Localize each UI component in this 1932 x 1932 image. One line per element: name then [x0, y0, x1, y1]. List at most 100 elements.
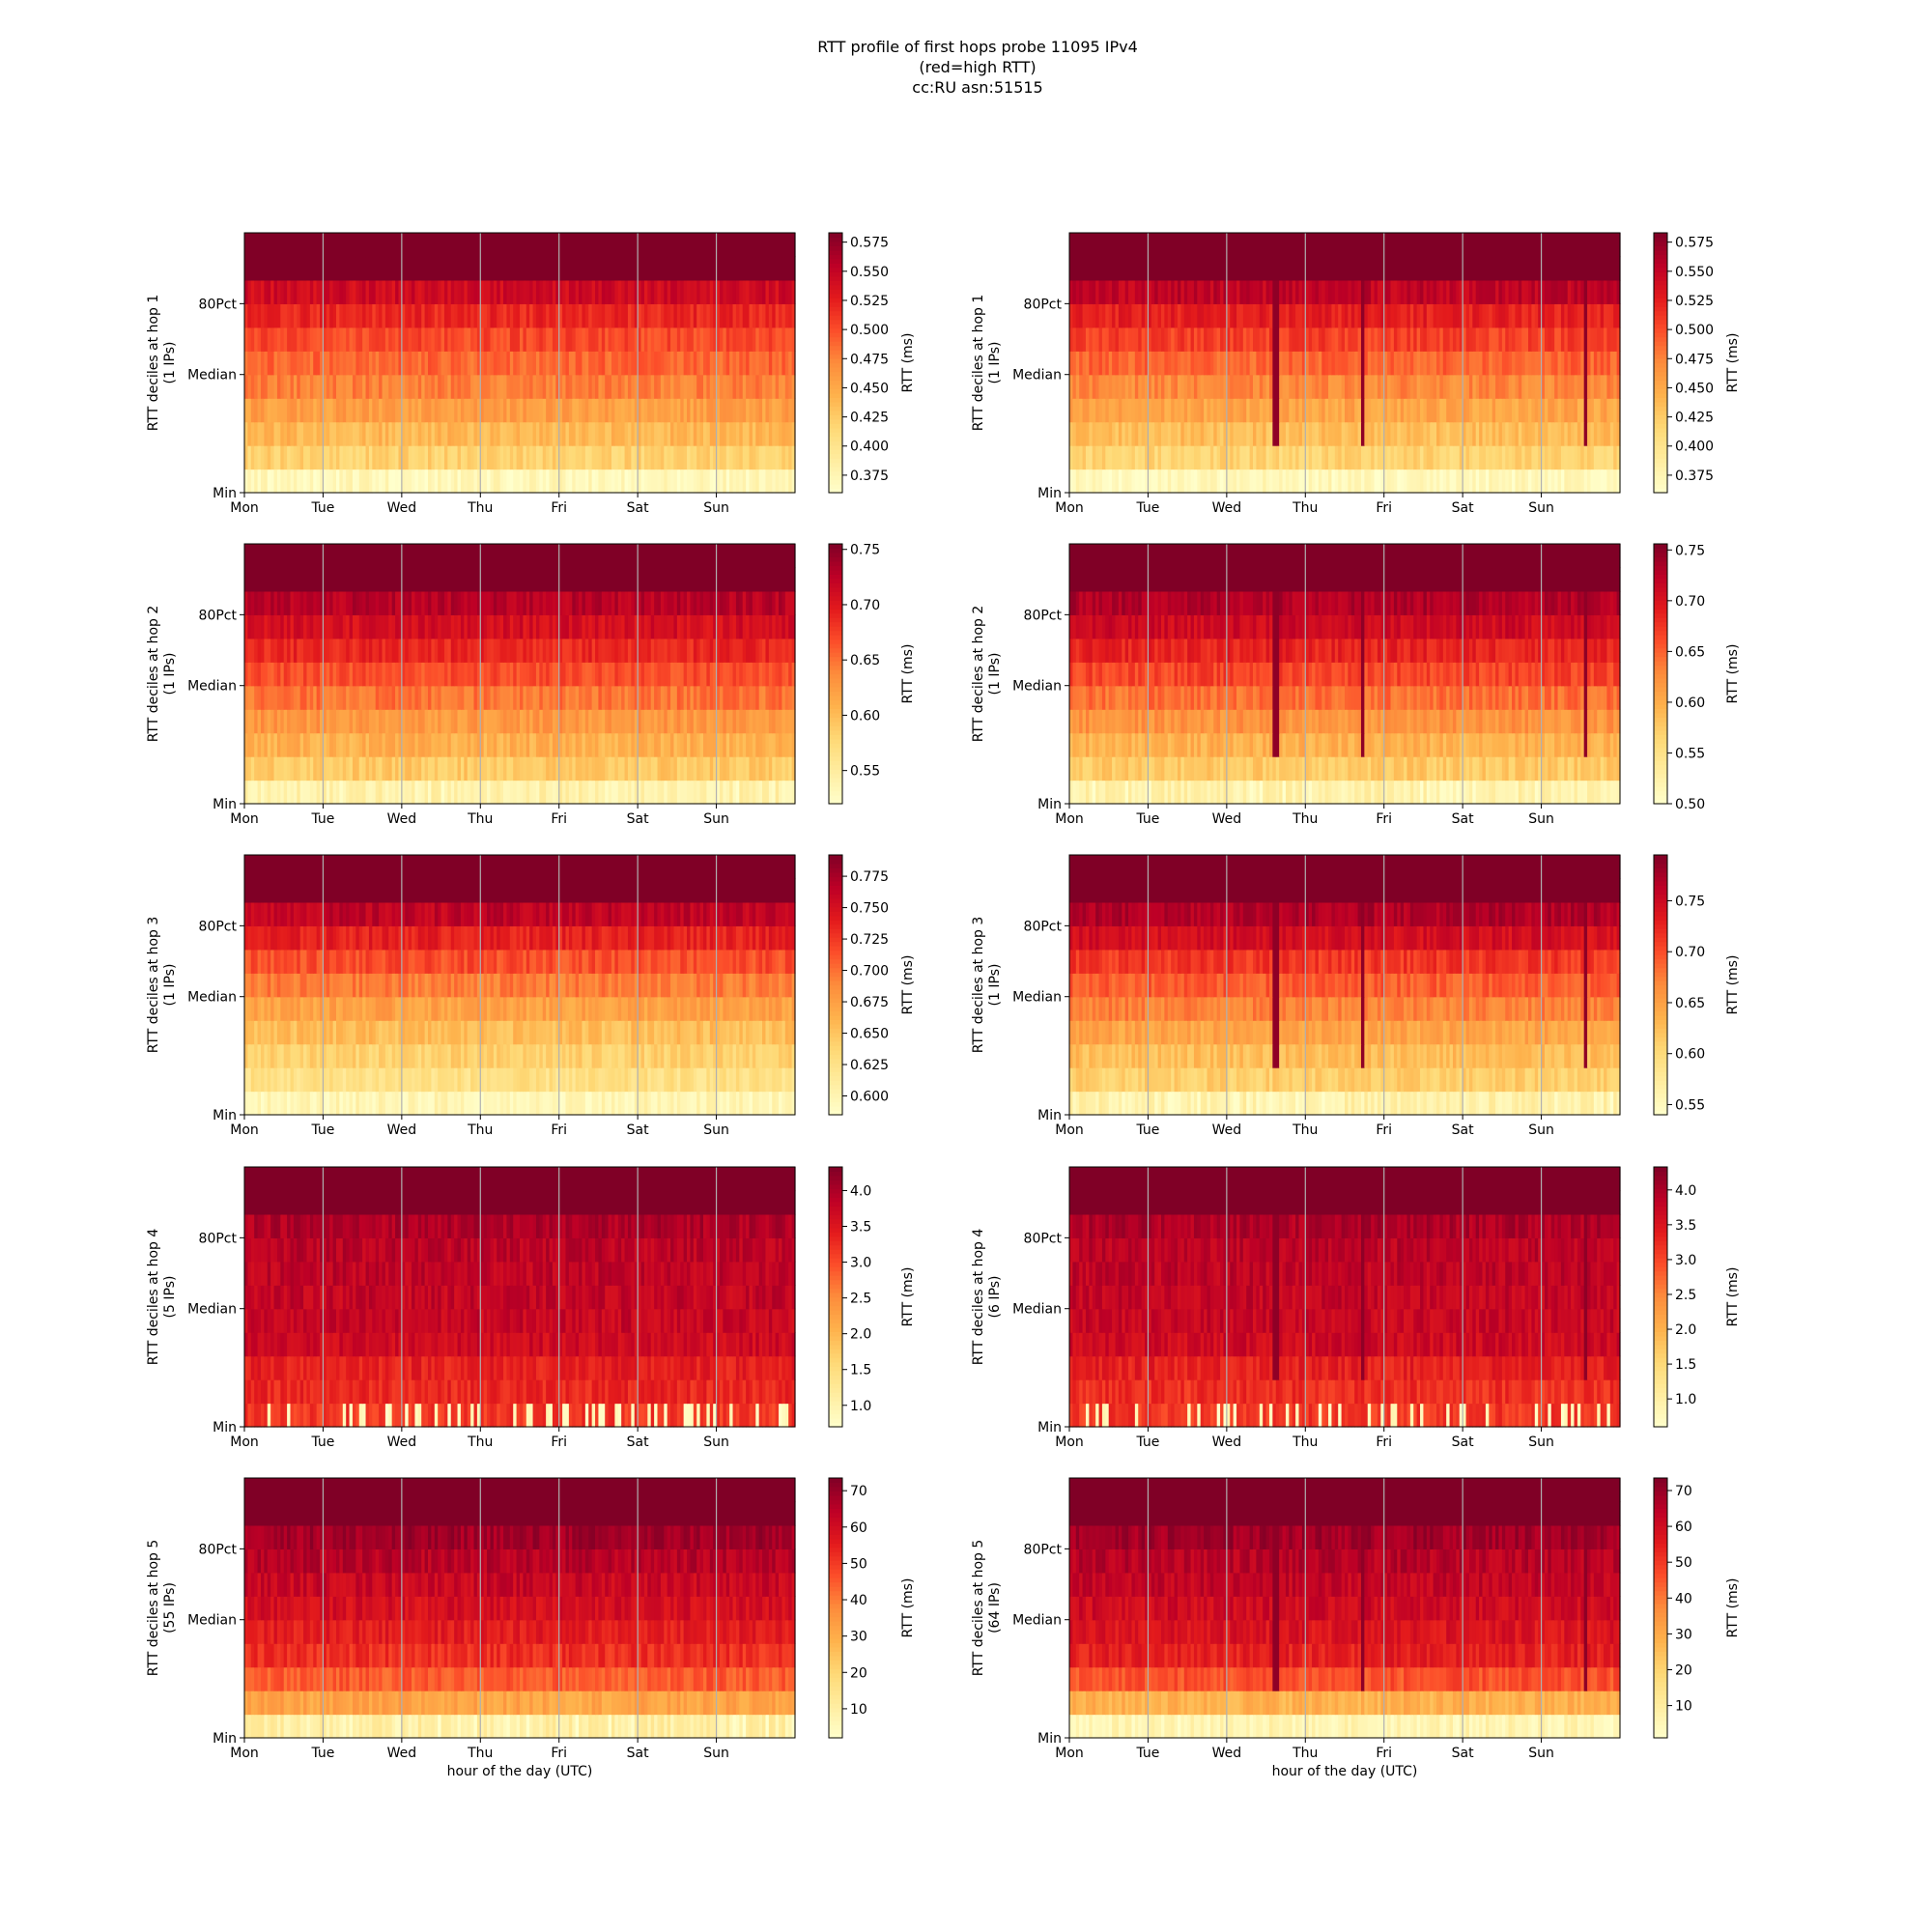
- heatmap-cell: [729, 233, 734, 258]
- heatmap-cell: [687, 303, 692, 328]
- heatmap-cell: [1141, 327, 1146, 352]
- heatmap-cell: [1524, 351, 1529, 376]
- heatmap-cell: [1380, 398, 1385, 423]
- heatmap-cell: [313, 756, 318, 781]
- heatmap-cell: [779, 780, 783, 805]
- heatmap-cell: [765, 780, 770, 805]
- heatmap-cell: [1282, 374, 1287, 399]
- heatmap-cell: [1420, 351, 1425, 376]
- heatmap-cell: [247, 732, 252, 757]
- heatmap-cell: [638, 303, 642, 328]
- heatmap-cell: [660, 756, 665, 781]
- heatmap-cell: [464, 233, 469, 258]
- heatmap-cell: [539, 469, 544, 494]
- heatmap-cell: [683, 469, 688, 494]
- heatmap-cell: [784, 327, 789, 352]
- heatmap-cell: [483, 327, 488, 352]
- heatmap-cell: [520, 421, 524, 446]
- heatmap-cell: [1534, 256, 1539, 281]
- heatmap-cell: [1409, 327, 1414, 352]
- colorbar-segment: [1654, 324, 1667, 329]
- heatmap-cell: [1583, 445, 1588, 470]
- heatmap-cell: [723, 351, 727, 376]
- heatmap-cell: [1446, 398, 1451, 423]
- heatmap-cell: [572, 279, 577, 304]
- heatmap-cell: [293, 351, 298, 376]
- heatmap-cell: [372, 709, 377, 734]
- heatmap-cell: [568, 662, 573, 687]
- heatmap-cell: [1571, 445, 1576, 470]
- heatmap-cell: [1604, 327, 1608, 352]
- heatmap-cell: [1377, 421, 1381, 446]
- heatmap-cell: [746, 469, 751, 494]
- heatmap-cell: [1564, 469, 1569, 494]
- heatmap-cell: [339, 445, 344, 470]
- heatmap-cell: [467, 233, 471, 258]
- heatmap-cell: [1315, 233, 1320, 258]
- heatmap-cell: [608, 327, 612, 352]
- heatmap-cell: [1475, 445, 1480, 470]
- heatmap-cell: [493, 327, 497, 352]
- heatmap-cell: [1387, 351, 1392, 376]
- heatmap-cell: [1122, 303, 1126, 328]
- heatmap-cell: [395, 421, 400, 446]
- heatmap-cell: [1134, 469, 1139, 494]
- heatmap-cell: [1528, 469, 1532, 494]
- heatmap-cell: [1141, 256, 1146, 281]
- heatmap-cell: [457, 374, 462, 399]
- heatmap-cell: [1226, 256, 1231, 281]
- heatmap-cell: [647, 709, 652, 734]
- heatmap-cell: [1289, 279, 1293, 304]
- heatmap-cell: [640, 374, 645, 399]
- heatmap-cell: [1263, 421, 1267, 446]
- heatmap-cell: [627, 233, 632, 258]
- colorbar-segment: [1654, 263, 1667, 269]
- heatmap-cell: [349, 398, 354, 423]
- heatmap-cell: [584, 256, 589, 281]
- heatmap-cell: [493, 709, 497, 734]
- heatmap-cell: [1485, 469, 1490, 494]
- heatmap-cell: [503, 756, 508, 781]
- heatmap-cell: [450, 685, 455, 710]
- heatmap-cell: [791, 421, 796, 446]
- heatmap-cell: [1230, 256, 1235, 281]
- heatmap-cell: [565, 662, 570, 687]
- heatmap-cell: [683, 233, 688, 258]
- heatmap-cell: [1400, 279, 1405, 304]
- heatmap-cell: [516, 256, 521, 281]
- heatmap-cell: [250, 469, 255, 494]
- heatmap-cell: [598, 303, 603, 328]
- heatmap-cell: [1204, 256, 1208, 281]
- heatmap-cell: [716, 662, 721, 687]
- heatmap-cell: [1318, 351, 1322, 376]
- heatmap-cell: [375, 351, 380, 376]
- heatmap-cell: [273, 327, 278, 352]
- heatmap-cell: [699, 279, 704, 304]
- heatmap-cell: [290, 780, 295, 805]
- heatmap-cell: [362, 374, 367, 399]
- heatmap-cell: [454, 638, 459, 663]
- heatmap-cell: [723, 303, 727, 328]
- heatmap-cell: [260, 374, 265, 399]
- heatmap-cell: [280, 351, 285, 376]
- heatmap-cell: [283, 351, 288, 376]
- heatmap-cell: [523, 233, 527, 258]
- heatmap-cell: [306, 398, 311, 423]
- heatmap-cell: [526, 279, 530, 304]
- heatmap-cell: [320, 421, 325, 446]
- heatmap-cell: [520, 256, 524, 281]
- heatmap-cell: [476, 256, 481, 281]
- heatmap-cell: [579, 398, 583, 423]
- heatmap-cell: [1223, 303, 1228, 328]
- heatmap-cell: [1128, 421, 1133, 446]
- heatmap-cell: [1524, 303, 1529, 328]
- heatmap-cell: [725, 233, 730, 258]
- heatmap-cell: [368, 685, 373, 710]
- heatmap-cell: [735, 445, 740, 470]
- heatmap-cell: [299, 445, 304, 470]
- heatmap-cell: [412, 421, 416, 446]
- heatmap-cell: [520, 279, 524, 304]
- heatmap-cell: [1265, 303, 1270, 328]
- heatmap-cell: [264, 732, 269, 757]
- heatmap-cell: [470, 445, 475, 470]
